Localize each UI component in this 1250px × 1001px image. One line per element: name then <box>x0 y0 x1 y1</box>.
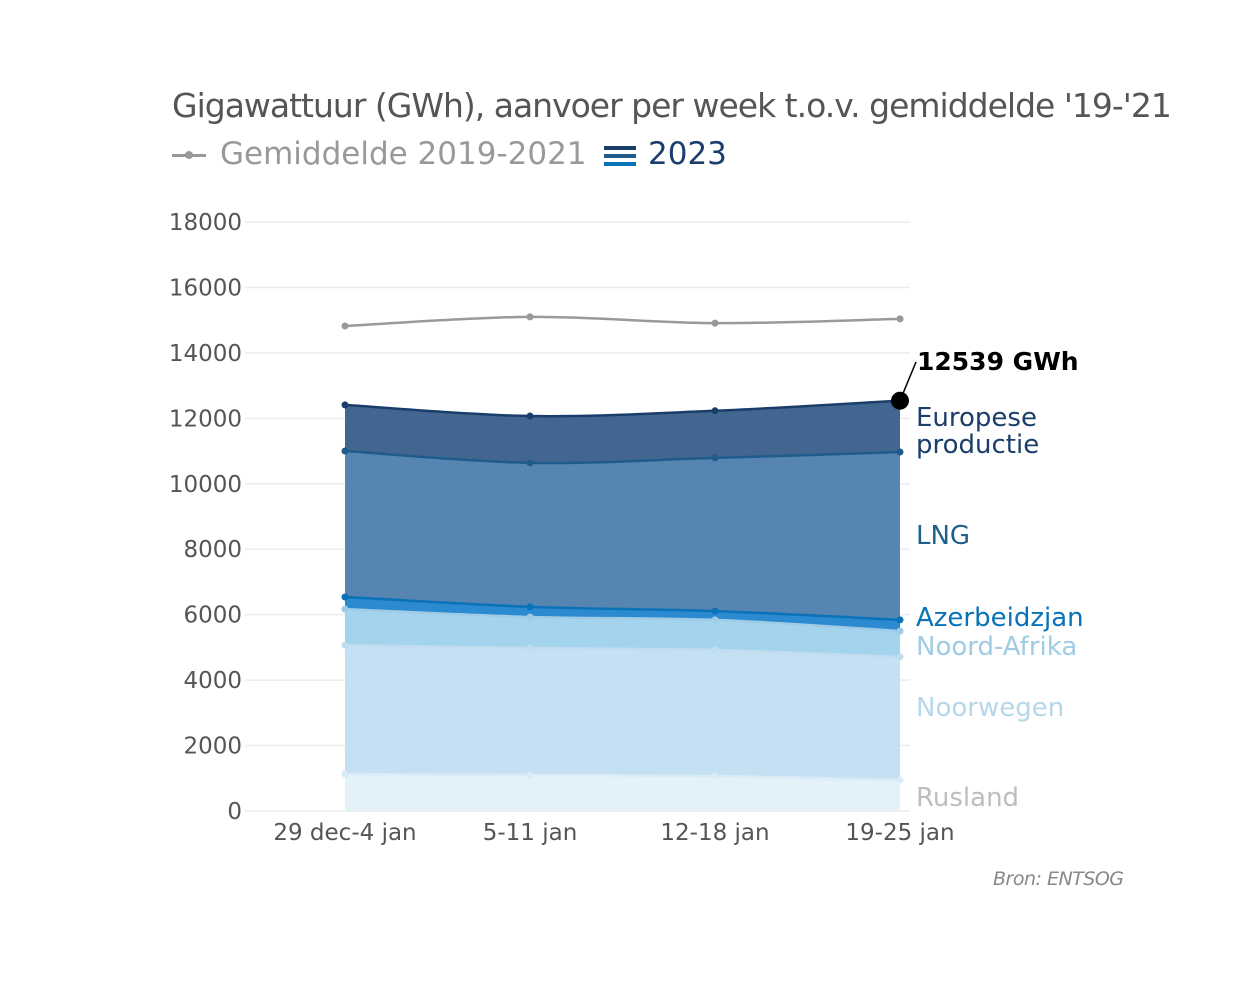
y-tick-label: 6000 <box>183 603 242 629</box>
point-azerbeidzjan <box>711 607 719 615</box>
label-line: Europese <box>916 403 1037 433</box>
point-rusland <box>711 772 719 780</box>
y-tick-label: 4000 <box>183 668 242 694</box>
point-azerbeidzjan <box>896 616 904 624</box>
y-tick-label: 16000 <box>169 275 242 301</box>
y-tick-label: 0 <box>227 799 242 825</box>
point-noord-afrika <box>896 627 904 635</box>
series-label-noorwegen: Noorwegen <box>916 693 1064 723</box>
area-europese-productie <box>345 400 900 464</box>
point-europese-productie <box>711 407 719 415</box>
line-noord-afrika <box>344 607 901 633</box>
y-tick-label: 18000 <box>169 210 242 236</box>
line-marker-icon <box>172 151 206 159</box>
annotation-total: 12539 GWh <box>917 347 1079 376</box>
point-rusland <box>341 770 349 778</box>
line-rusland <box>344 772 901 782</box>
point-lng <box>341 447 349 455</box>
x-tick-label: 5-11 jan <box>483 820 578 846</box>
y-tick-label: 12000 <box>169 406 242 432</box>
point-noord-afrika <box>341 605 349 613</box>
point-rusland <box>896 776 904 784</box>
annotation-point <box>891 391 909 410</box>
point-average <box>341 322 349 330</box>
line-noorwegen <box>344 643 901 659</box>
chart-title: Gigawattuur (GWh), aanvoer per week t.o.… <box>172 86 1172 125</box>
point-noord-afrika <box>526 613 534 621</box>
x-tick-label: 29 dec-4 jan <box>273 820 416 846</box>
point-lng <box>526 459 534 467</box>
legend-average-label: Gemiddelde 2019-2021 <box>220 136 587 172</box>
label-line: productie <box>916 430 1039 460</box>
point-average <box>896 315 904 323</box>
line-lng <box>344 449 901 465</box>
point-lng <box>896 448 904 456</box>
x-tick-label: 19-25 jan <box>845 820 954 846</box>
y-tick-label: 8000 <box>183 537 242 563</box>
stacked-lines-icon <box>604 143 636 169</box>
y-tick-label: 2000 <box>183 734 242 760</box>
series-label-azerbeidzjan: Azerbeidzjan <box>916 603 1084 633</box>
x-tick-label: 12-18 jan <box>660 820 769 846</box>
series-label-lng: LNG <box>916 521 970 551</box>
line-azerbeidzjan <box>344 595 901 622</box>
point-average <box>526 313 534 321</box>
source-note: Bron: ENTSOG <box>993 868 1124 890</box>
area-lng <box>345 451 900 620</box>
point-average <box>711 319 719 327</box>
point-noord-afrika <box>711 616 719 624</box>
point-noorwegen <box>711 646 719 654</box>
point-europese-productie <box>526 412 534 420</box>
point-noorwegen <box>526 644 534 652</box>
line-average <box>344 315 901 328</box>
legend-2023-label: 2023 <box>648 136 727 172</box>
point-noorwegen <box>896 653 904 661</box>
series-label-noord-afrika: Noord-Afrika <box>916 632 1077 662</box>
point-azerbeidzjan <box>341 593 349 601</box>
legend-2023[interactable]: 2023 <box>604 136 727 172</box>
line-europese-productie <box>344 399 901 418</box>
series-label-rusland: Rusland <box>916 783 1019 813</box>
y-tick-label: 10000 <box>169 472 242 498</box>
point-azerbeidzjan <box>526 603 534 611</box>
area-noord-afrika <box>345 609 900 657</box>
series-label-europese-productie: Europese productie <box>916 403 1039 460</box>
area-noorwegen <box>345 645 900 780</box>
point-europese-productie <box>341 401 349 409</box>
y-tick-label: 14000 <box>169 341 242 367</box>
point-lng <box>711 454 719 462</box>
point-noorwegen <box>341 641 349 649</box>
legend-average[interactable]: Gemiddelde 2019-2021 <box>172 136 587 172</box>
point-rusland <box>526 771 534 779</box>
area-rusland <box>345 774 900 811</box>
